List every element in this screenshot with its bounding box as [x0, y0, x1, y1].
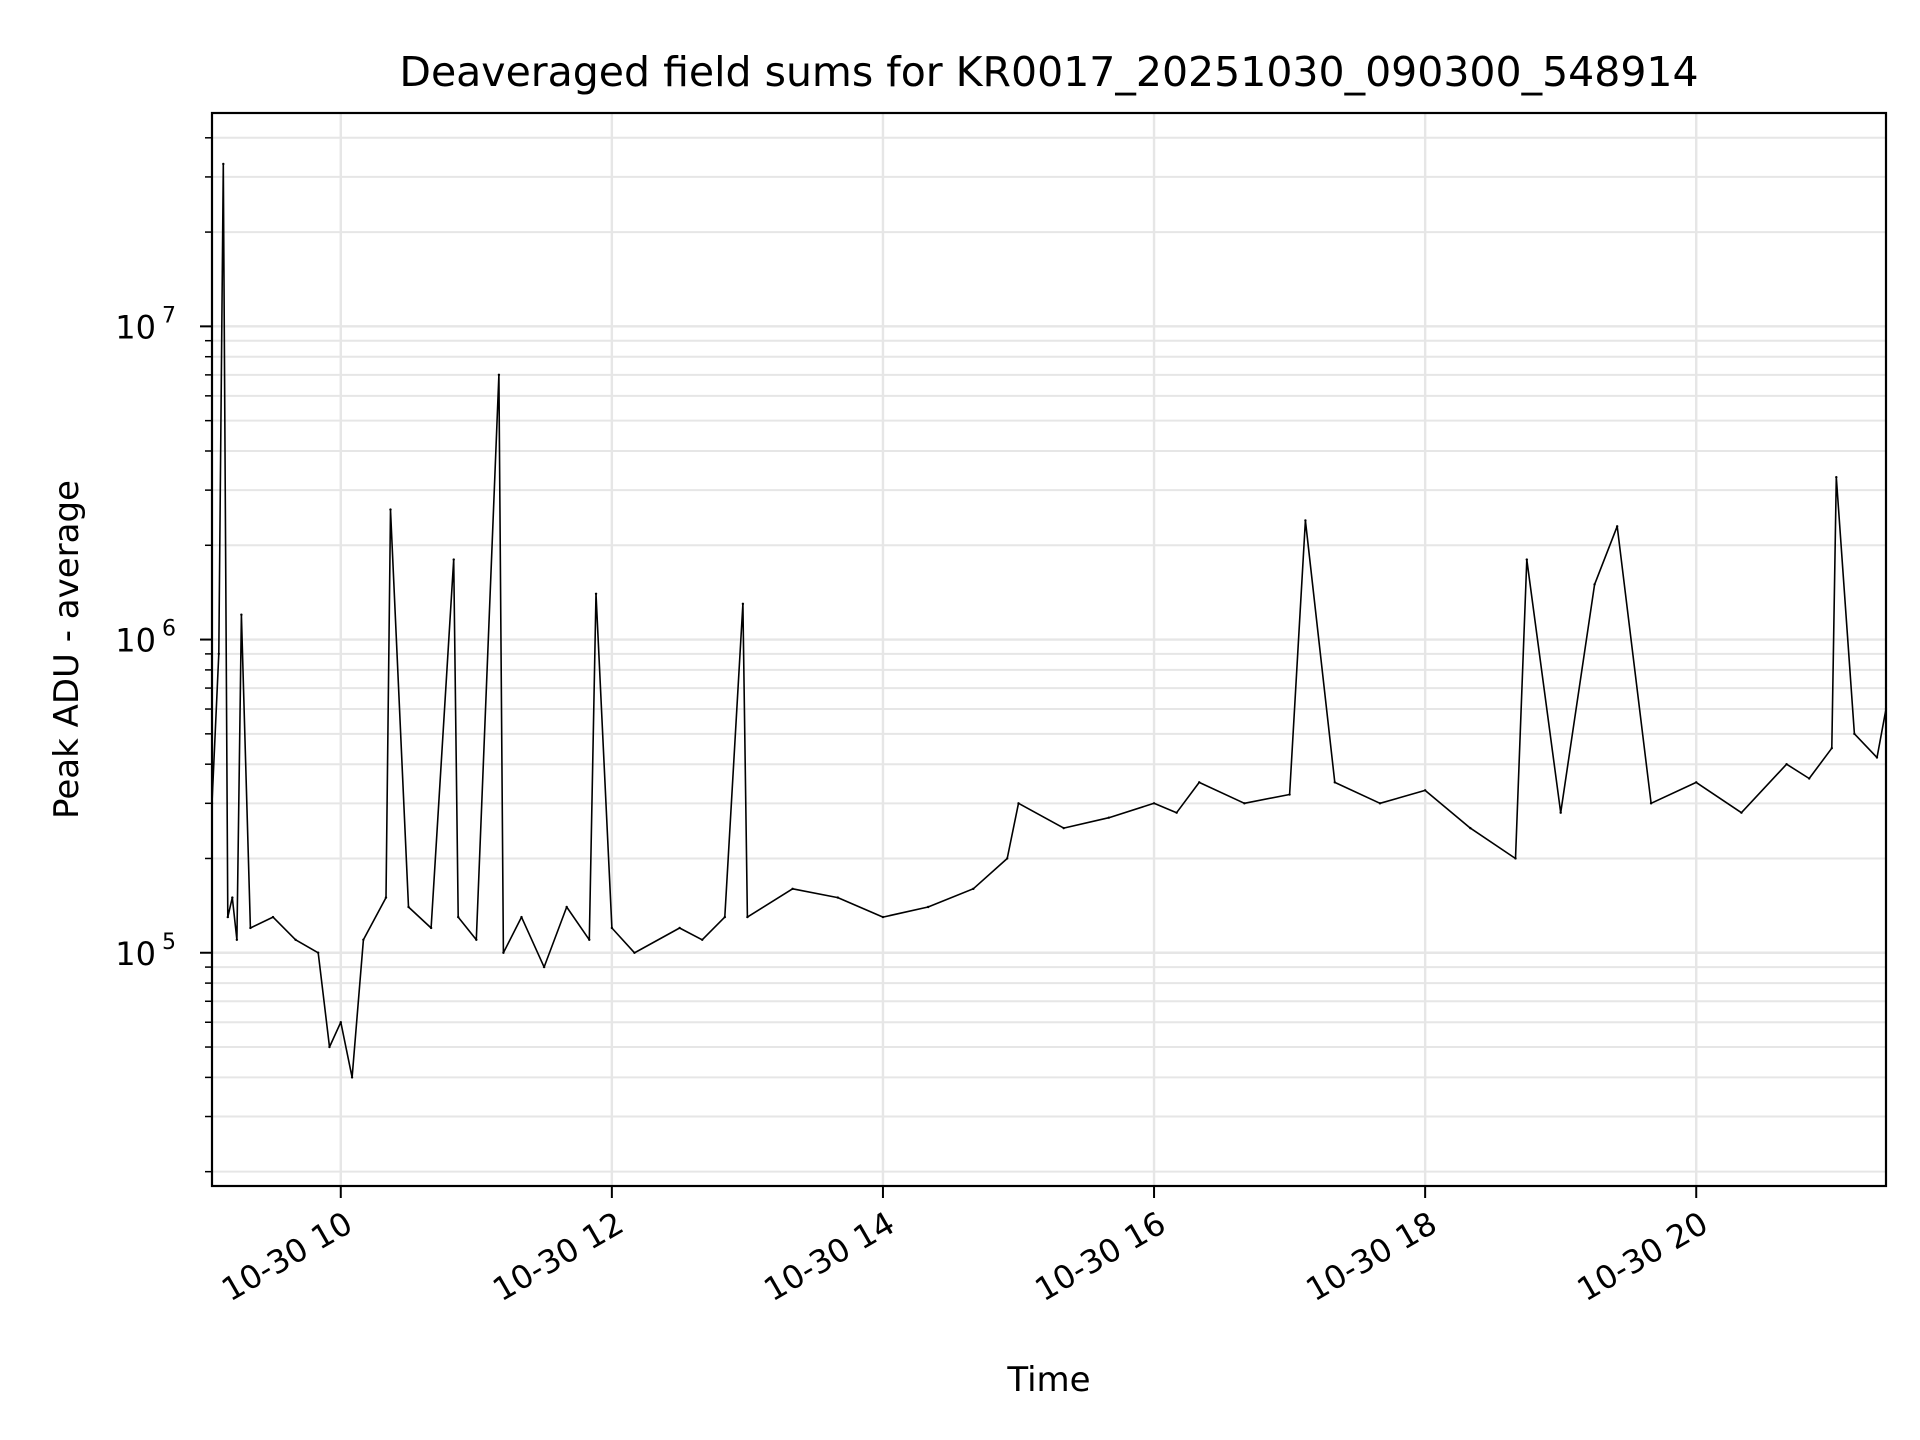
y-tick-label: 10 — [115, 308, 156, 346]
data-point — [1559, 811, 1562, 814]
data-point — [520, 915, 523, 919]
data-point — [1304, 519, 1307, 522]
data-point — [217, 652, 220, 656]
x-axis-label: Time — [1006, 1360, 1090, 1400]
data-point — [1017, 802, 1020, 805]
data-point — [565, 905, 568, 909]
x-tick-label: 10-30 14 — [757, 1204, 901, 1309]
data-point — [1288, 793, 1291, 796]
data-point — [791, 887, 794, 891]
x-tick-label: 10-30 16 — [1028, 1204, 1172, 1309]
data-point — [1615, 525, 1619, 528]
data-point — [240, 613, 243, 616]
data-point — [1830, 746, 1833, 750]
data-point — [594, 592, 598, 595]
series-layer — [210, 162, 1888, 1079]
x-tick-label: 10-30 12 — [486, 1204, 630, 1309]
data-point — [1875, 756, 1879, 759]
data-point — [350, 1076, 354, 1079]
data-point — [1835, 475, 1838, 479]
data-point — [294, 938, 297, 941]
data-point — [1423, 789, 1427, 792]
data-point — [610, 926, 614, 930]
data-point — [1333, 781, 1336, 784]
data-point — [384, 896, 388, 899]
data-point — [588, 938, 591, 941]
data-point — [1243, 802, 1246, 805]
data-point — [1525, 558, 1529, 561]
data-point — [1107, 816, 1111, 819]
x-tick-label: 10-30 20 — [1571, 1204, 1715, 1309]
x-tick-label: 10-30 18 — [1300, 1204, 1444, 1309]
data-point — [1175, 811, 1178, 814]
data-point — [1062, 826, 1065, 830]
data-point — [1593, 583, 1596, 586]
data-point — [701, 938, 704, 941]
data-point — [226, 915, 230, 919]
data-point — [678, 926, 681, 930]
data-point — [231, 896, 234, 899]
data-point — [972, 887, 975, 891]
data-point — [836, 896, 839, 899]
x-tick-label: 10-30 10 — [215, 1204, 359, 1309]
data-point — [389, 508, 392, 511]
data-point — [502, 951, 505, 954]
data-point — [1198, 781, 1201, 784]
data-point — [1740, 811, 1743, 814]
data-point — [1807, 777, 1811, 780]
y-tick-label: 10 — [115, 935, 156, 973]
data-point — [271, 915, 275, 919]
y-tick-label: 10 — [115, 622, 156, 660]
data-point — [746, 915, 749, 919]
series-line — [211, 163, 1887, 1079]
data-point — [362, 938, 365, 941]
data-point — [881, 915, 885, 919]
data-point — [1152, 802, 1156, 805]
y-axis-label: Peak ADU - average — [47, 480, 87, 819]
data-point — [328, 1045, 331, 1049]
grid — [212, 113, 1886, 1186]
data-point — [497, 373, 501, 377]
data-point — [339, 1021, 342, 1024]
data-point — [1853, 732, 1856, 736]
data-point — [235, 938, 239, 941]
data-point — [249, 926, 252, 930]
chart-title: Deaveraged field sums for KR0017_2025103… — [399, 48, 1698, 96]
data-point — [222, 162, 225, 166]
plot-frame — [210, 111, 1888, 1188]
data-point — [1695, 781, 1698, 784]
data-point — [429, 926, 433, 930]
data-point — [723, 915, 727, 919]
data-point — [1785, 762, 1788, 766]
data-point — [1469, 826, 1472, 830]
data-point — [741, 602, 745, 606]
data-point — [1006, 857, 1009, 860]
data-point — [1514, 857, 1517, 860]
data-point — [407, 905, 410, 909]
data-point — [452, 558, 455, 561]
data-point — [633, 951, 636, 954]
data-point — [1649, 802, 1653, 805]
y-tick-exponent: 6 — [162, 617, 176, 642]
data-point — [542, 965, 546, 969]
y-tick-exponent: 5 — [162, 930, 176, 955]
data-point — [1378, 802, 1382, 805]
data-point — [457, 915, 460, 919]
data-point — [926, 905, 930, 909]
data-point — [316, 951, 320, 954]
data-point — [475, 938, 478, 941]
y-tick-exponent: 7 — [162, 303, 176, 328]
